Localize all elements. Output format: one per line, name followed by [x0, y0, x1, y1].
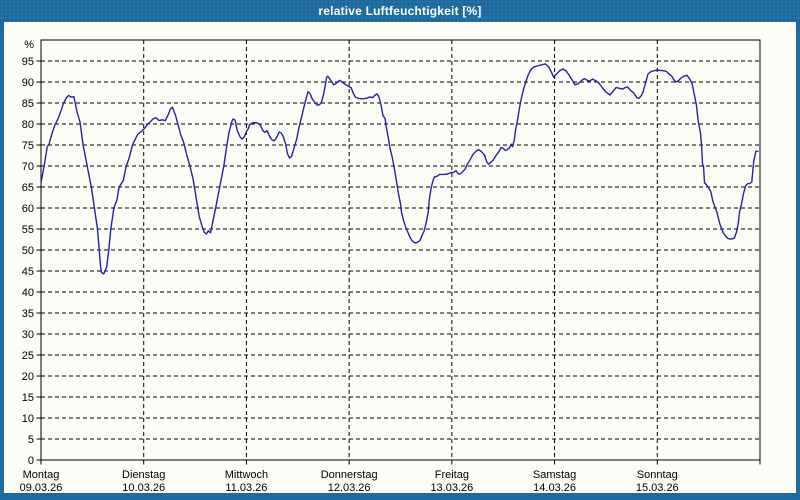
- y-tick-label: 0: [28, 455, 34, 467]
- x-date-label: 13.03.26: [430, 482, 473, 494]
- x-day-label: Montag: [23, 469, 60, 481]
- x-date-label: 14.03.26: [533, 482, 576, 494]
- chart-title: relative Luftfeuchtigkeit [%]: [318, 4, 482, 18]
- y-tick-label: 15: [22, 392, 34, 404]
- plot-border: [40, 39, 761, 461]
- y-tick-label: 30: [22, 329, 34, 341]
- x-day-label: Freitag: [435, 469, 469, 481]
- y-tick-label: 20: [22, 371, 34, 383]
- y-tick-label: 90: [22, 77, 34, 89]
- y-tick-label: 35: [22, 308, 34, 320]
- y-tick-label: 65: [22, 182, 34, 194]
- x-date-label: 10.03.26: [122, 482, 165, 494]
- y-tick-label: 5: [28, 434, 34, 446]
- y-tick-label: 40: [22, 287, 34, 299]
- x-date-label: 09.03.26: [20, 482, 63, 494]
- x-date-label: 15.03.26: [636, 482, 679, 494]
- humidity-series-line: [40, 63, 759, 275]
- y-tick-label: 45: [22, 266, 34, 278]
- y-tick-label: 95: [22, 56, 34, 68]
- y-tick-label: 10: [22, 413, 34, 425]
- x-day-label: Donnerstag: [321, 469, 378, 481]
- y-tick-label: 55: [22, 224, 34, 236]
- chart-panel: [4, 22, 796, 493]
- x-day-label: Mittwoch: [225, 469, 268, 481]
- y-tick-label: 50: [22, 245, 34, 257]
- y-tick-label: 25: [22, 350, 34, 362]
- x-date-label: 11.03.26: [225, 482, 267, 494]
- x-day-label: Samstag: [533, 469, 576, 481]
- title-bar[interactable]: relative Luftfeuchtigkeit [%]: [0, 0, 800, 22]
- x-date-label: 12.03.26: [328, 482, 371, 494]
- y-tick-label: 70: [22, 161, 34, 173]
- y-tick-label: 75: [22, 140, 34, 152]
- x-day-label: Sonntag: [637, 469, 678, 481]
- y-tick-label: 85: [22, 98, 34, 110]
- y-axis-unit-label: %: [24, 39, 34, 51]
- y-tick-label: 80: [22, 119, 34, 131]
- y-tick-label: 60: [22, 203, 34, 215]
- x-day-label: Dienstag: [122, 469, 165, 481]
